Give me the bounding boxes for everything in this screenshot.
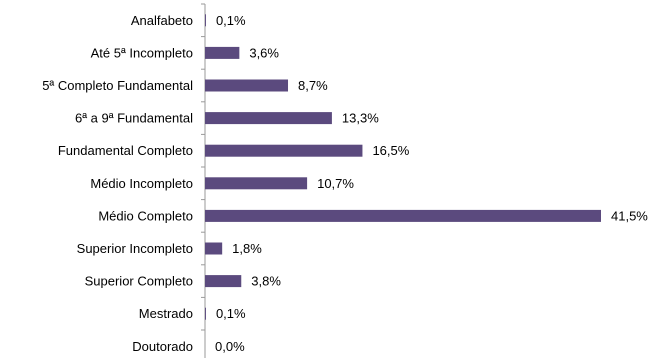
- value-label: 8,7%: [298, 78, 328, 93]
- value-label: 13,3%: [342, 111, 379, 126]
- value-label: 3,8%: [251, 274, 281, 289]
- category-label: Mestrado: [139, 306, 193, 321]
- category-label: Até 5ª Incompleto: [91, 45, 193, 60]
- bar: [205, 46, 240, 59]
- bar: [205, 112, 332, 125]
- value-label: 0,1%: [216, 306, 246, 321]
- value-label: 16,5%: [372, 143, 409, 158]
- category-label: 5ª Completo Fundamental: [42, 78, 193, 93]
- bar: [205, 275, 242, 288]
- category-label: 6ª a 9ª Fundamental: [75, 111, 193, 126]
- value-label: 0,1%: [216, 13, 246, 28]
- bar: [205, 307, 206, 320]
- category-label: Médio Completo: [98, 208, 193, 223]
- value-labels: 0,1% 3,6% 8,7% 13,3% 16,5% 10,7% 41,5% 1,8% 3,8%…: [215, 13, 648, 354]
- bar: [205, 209, 601, 222]
- value-label: 10,7%: [317, 176, 354, 191]
- category-labels: Analfabeto Até 5ª Incompleto 5ª Completo F…: [42, 13, 193, 354]
- bar: [205, 14, 206, 27]
- value-label: 1,8%: [232, 241, 262, 256]
- value-label: 0,0%: [215, 339, 245, 354]
- bar: [205, 242, 223, 255]
- bar: [205, 144, 363, 157]
- category-label: Analfabeto: [131, 13, 193, 28]
- bar: [205, 79, 289, 92]
- category-label: Fundamental Completo: [58, 143, 193, 158]
- value-label: 41,5%: [611, 208, 648, 223]
- category-label: Médio Incompleto: [90, 176, 193, 191]
- category-label: Doutorado: [132, 339, 193, 354]
- bar-series: [205, 14, 601, 320]
- category-axis-ticks: [201, 3, 205, 331]
- category-label: Superior Incompleto: [77, 241, 193, 256]
- value-label: 3,6%: [249, 45, 279, 60]
- category-label: Superior Completo: [85, 274, 193, 289]
- bar: [205, 177, 308, 190]
